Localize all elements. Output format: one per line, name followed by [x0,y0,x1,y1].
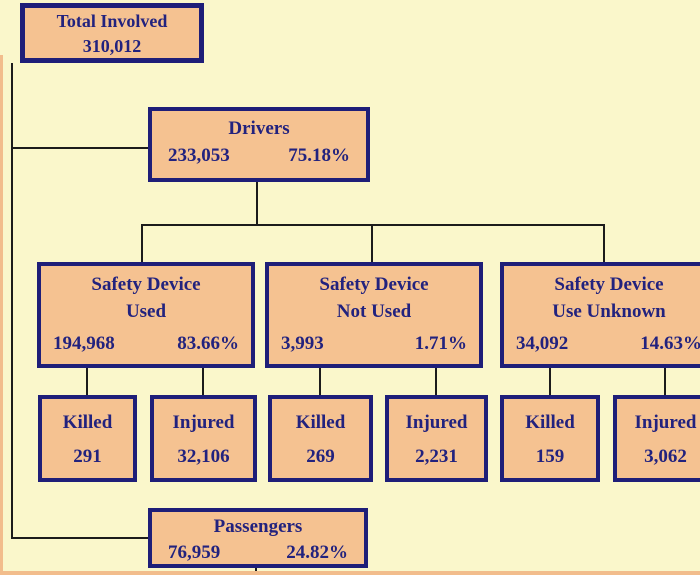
safety-not-used-title-line1: Safety Device [319,274,429,295]
node-not-used-injured: Injured 2,231 [385,395,488,482]
left-edge-strip [0,55,3,575]
node-used-injured: Injured 32,106 [150,395,257,482]
connector-total-to-passengers-line [11,537,148,539]
connector-not-used-injured-line [435,368,437,395]
not-used-injured-label: Injured [405,412,468,433]
passengers-percent: 24.82% [286,542,348,563]
connector-unknown-killed-line [549,368,551,395]
node-unknown-injured: Injured 3,062 [613,395,700,482]
connector-not-used-killed-line [319,368,321,395]
connector-drop-safety-not-used-line [371,226,373,262]
node-total-involved: Total Involved 310,012 [20,3,204,63]
connector-used-killed-line [86,368,88,395]
node-passengers: Passengers 76,959 24.82% [148,508,368,568]
safety-used-title-line1: Safety Device [91,274,201,295]
safety-unknown-title-line1: Safety Device [554,274,664,295]
used-killed-label: Killed [62,412,113,433]
connector-trunk-line [11,63,13,539]
not-used-killed-label: Killed [295,412,346,433]
node-safety-device-use-unknown: Safety Device Use Unknown 34,092 14.63% [500,262,700,368]
passengers-title: Passengers [213,516,303,537]
not-used-injured-value: 2,231 [415,446,458,467]
unknown-injured-value: 3,062 [644,446,687,467]
not-used-killed-value: 269 [306,446,335,467]
safety-not-used-title-line2: Not Used [336,301,412,322]
node-unknown-killed: Killed 159 [500,395,600,482]
connector-drop-safety-used-line [141,226,143,262]
connector-used-injured-line [202,368,204,395]
connector-drop-safety-unknown-line [603,226,605,262]
connector-total-to-drivers-line [11,147,148,149]
passengers-value: 76,959 [168,542,221,563]
safety-not-used-percent: 1.71% [414,333,467,354]
safety-not-used-value: 3,993 [281,333,324,354]
unknown-killed-value: 159 [535,446,565,467]
node-drivers: Drivers 233,053 75.18% [148,107,370,182]
used-killed-value: 291 [73,446,102,467]
safety-used-value: 194,968 [53,333,115,354]
used-injured-value: 32,106 [177,446,230,467]
safety-unknown-value: 34,092 [516,333,569,354]
node-used-killed: Killed 291 [38,395,137,482]
connector-unknown-injured-line [664,368,666,395]
node-not-used-killed: Killed 269 [268,395,373,482]
drivers-value: 233,053 [168,145,230,166]
total-involved-value: 310,012 [82,36,142,56]
unknown-injured-label: Injured [634,412,697,433]
connector-distributor-line [141,224,605,226]
node-safety-device-not-used: Safety Device Not Used 3,993 1.71% [265,262,483,368]
used-injured-label: Injured [172,412,235,433]
total-involved-title: Total Involved [56,11,168,31]
node-safety-device-used: Safety Device Used 194,968 83.66% [37,262,255,368]
safety-unknown-title-line2: Use Unknown [552,301,666,322]
safety-used-title-line2: Used [125,301,167,322]
drivers-title: Drivers [228,118,290,139]
safety-used-percent: 83.66% [177,333,239,354]
bottom-edge-strip [0,571,700,575]
drivers-percent: 75.18% [288,145,350,166]
connector-drivers-drop-line [256,182,258,226]
unknown-killed-label: Killed [525,412,575,433]
safety-unknown-percent: 14.63% [640,333,700,354]
